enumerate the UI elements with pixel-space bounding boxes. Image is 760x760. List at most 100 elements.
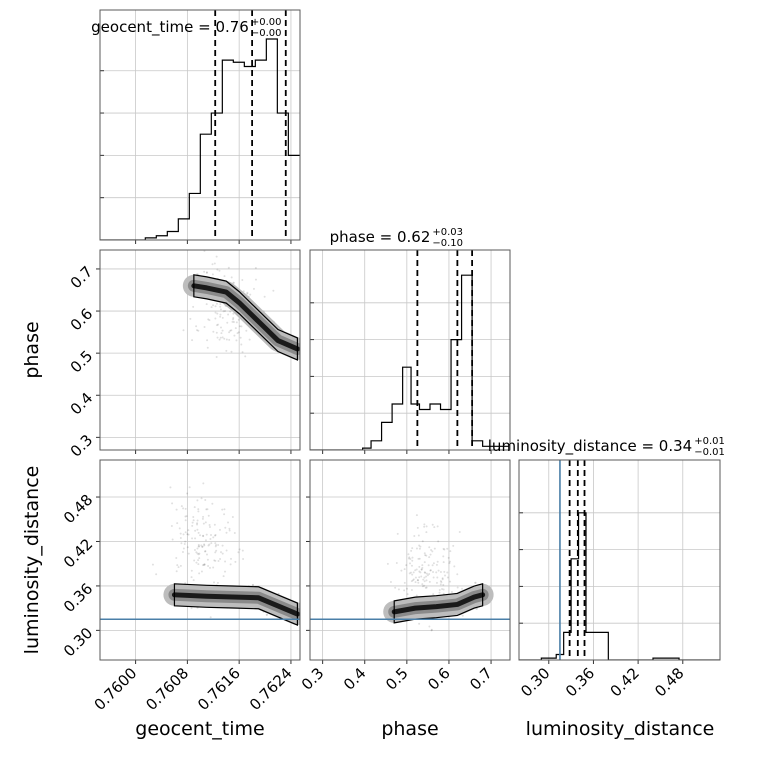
sample-point bbox=[397, 588, 400, 591]
sample-point bbox=[205, 553, 208, 556]
sample-point bbox=[197, 510, 200, 513]
sample-point bbox=[230, 329, 233, 332]
y-tick-label: 0.30 bbox=[60, 624, 96, 660]
sample-point bbox=[442, 561, 445, 564]
sample-point bbox=[207, 514, 210, 517]
sample-point bbox=[190, 576, 193, 579]
y-tick-label: 0.36 bbox=[60, 580, 96, 616]
sample-point bbox=[421, 585, 424, 588]
sample-point bbox=[411, 556, 414, 559]
sample-point bbox=[224, 560, 227, 563]
sample-point bbox=[430, 628, 433, 631]
sample-point bbox=[209, 616, 212, 619]
sample-point bbox=[214, 559, 217, 562]
sample-point bbox=[201, 545, 204, 548]
x-tick-label: 0.7624 bbox=[246, 664, 296, 714]
sample-point bbox=[406, 593, 409, 596]
sample-point bbox=[228, 527, 231, 530]
sample-point bbox=[440, 581, 443, 584]
sample-point bbox=[246, 292, 249, 295]
y-axis-label-luminosity_distance: luminosity_distance bbox=[21, 466, 43, 655]
sample-point bbox=[208, 523, 211, 526]
sample-point bbox=[439, 571, 442, 574]
sample-point bbox=[421, 566, 424, 569]
sample-point bbox=[228, 338, 231, 341]
sample-point bbox=[431, 564, 434, 567]
sample-point bbox=[196, 528, 199, 531]
sample-point bbox=[407, 557, 410, 560]
sample-point bbox=[229, 557, 232, 560]
sample-point bbox=[254, 266, 257, 269]
sample-point bbox=[300, 611, 302, 613]
sample-point bbox=[425, 525, 428, 528]
sample-point bbox=[204, 521, 207, 524]
panel-frame bbox=[99, 9, 301, 241]
panel-frame bbox=[99, 249, 301, 451]
sample-point bbox=[442, 583, 445, 586]
sample-point bbox=[176, 522, 179, 525]
sample-point bbox=[442, 588, 445, 591]
sample-point bbox=[413, 534, 416, 537]
sample-point bbox=[198, 557, 201, 560]
sample-point bbox=[213, 581, 216, 584]
panel-phase-vs-phase bbox=[309, 249, 511, 454]
sample-point bbox=[196, 523, 199, 526]
sample-point bbox=[435, 563, 438, 566]
sample-point bbox=[205, 271, 208, 274]
sample-point bbox=[237, 551, 240, 554]
sample-point bbox=[179, 564, 182, 567]
sample-point bbox=[207, 318, 210, 321]
sample-point bbox=[420, 568, 423, 571]
sample-point bbox=[430, 629, 433, 632]
sample-point bbox=[408, 556, 411, 559]
sample-point bbox=[202, 522, 205, 525]
sample-point bbox=[428, 546, 431, 549]
sample-point bbox=[205, 303, 208, 306]
sample-point bbox=[474, 581, 477, 584]
sample-point bbox=[225, 338, 228, 341]
sample-point bbox=[192, 305, 195, 308]
sample-point bbox=[252, 287, 255, 290]
sample-point bbox=[412, 578, 415, 581]
y-tick-label: 0.3 bbox=[67, 431, 97, 461]
sample-point bbox=[450, 590, 453, 593]
sample-point bbox=[244, 355, 247, 358]
sample-point bbox=[432, 576, 435, 579]
sample-point bbox=[410, 549, 413, 552]
sample-point bbox=[234, 327, 237, 330]
title-upper-error: +0.01 bbox=[694, 436, 725, 447]
sample-point bbox=[205, 271, 208, 274]
sample-point bbox=[421, 583, 424, 586]
sample-point bbox=[449, 550, 452, 553]
title-lower-error: −0.00 bbox=[251, 28, 282, 39]
sample-point bbox=[210, 306, 213, 309]
x-tick-label: 0.7616 bbox=[194, 664, 244, 714]
sample-point bbox=[180, 505, 183, 508]
sample-point bbox=[228, 529, 231, 532]
sample-point bbox=[446, 571, 449, 574]
sample-point bbox=[200, 544, 203, 547]
panel-title-geocent_time: geocent_time = 0.76 +0.00−0.00 bbox=[91, 17, 281, 39]
sample-point bbox=[427, 564, 430, 567]
sample-point bbox=[432, 593, 435, 596]
sample-point bbox=[240, 343, 243, 346]
sample-point bbox=[189, 317, 192, 320]
sample-point bbox=[254, 278, 257, 281]
panel-frame bbox=[99, 459, 301, 661]
sample-point bbox=[409, 571, 412, 574]
sample-point bbox=[198, 552, 201, 555]
sample-point bbox=[220, 332, 223, 335]
sample-point bbox=[436, 525, 439, 528]
sample-point bbox=[436, 576, 439, 579]
sample-point bbox=[201, 517, 204, 520]
sample-point bbox=[202, 515, 205, 518]
sample-point bbox=[202, 482, 205, 485]
sample-point bbox=[239, 336, 242, 339]
sample-point bbox=[193, 549, 196, 552]
sample-point bbox=[219, 313, 222, 316]
sample-point bbox=[437, 569, 440, 572]
sample-point bbox=[414, 569, 417, 572]
panel-frame bbox=[309, 249, 511, 451]
sample-point bbox=[221, 544, 224, 547]
sample-point bbox=[403, 581, 406, 584]
